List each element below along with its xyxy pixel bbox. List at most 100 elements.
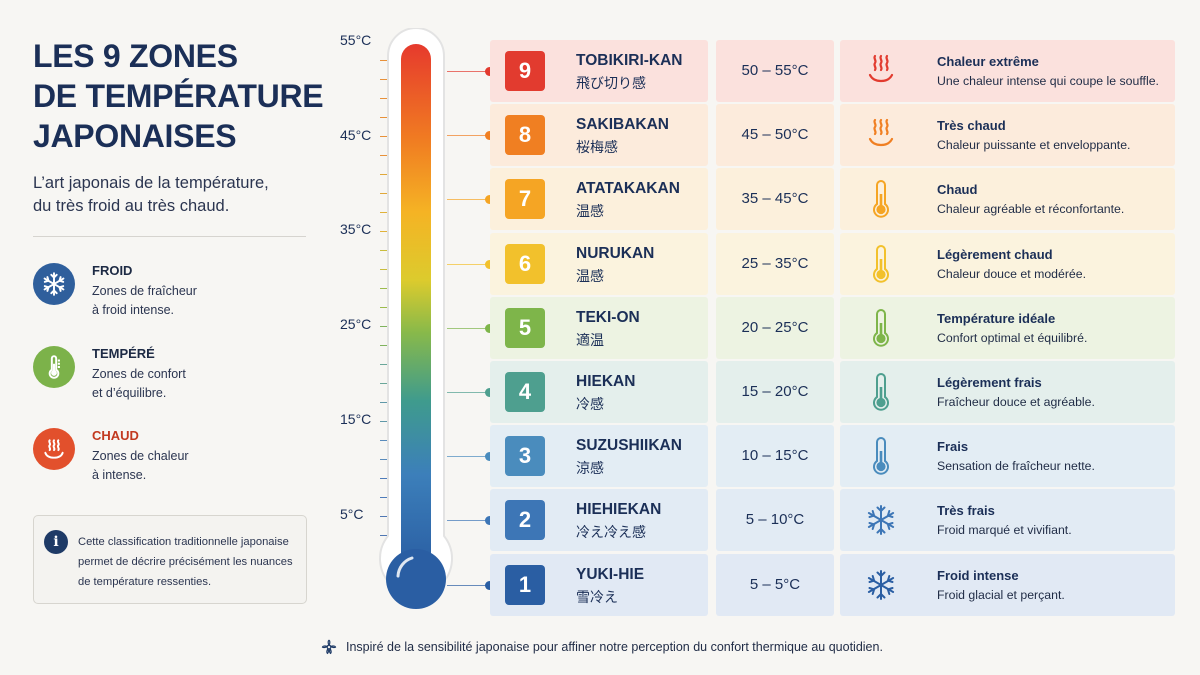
scale-label-25: 25°C	[340, 316, 372, 332]
zone-description: Chaleur puissante et enveloppante.	[937, 138, 1131, 152]
zone-name-cell: 7 ATATAKAKAN 温感	[490, 168, 708, 230]
thermometer	[379, 28, 453, 609]
zone-range: 15 – 20°C	[741, 383, 809, 400]
zone-range-cell: 20 – 25°C	[716, 297, 834, 359]
zone-description: Confort optimal et équilibré.	[937, 331, 1088, 345]
zone-number-badge: 5	[505, 308, 545, 348]
zone-name: SAKIBAKAN	[576, 116, 669, 133]
zone-name: ATATAKAKAN	[576, 180, 680, 197]
scale-tick	[380, 497, 387, 498]
connector-dot	[485, 131, 494, 140]
zone-name-cell: 1 YUKI-HIE 雪冷え	[490, 554, 708, 616]
zone-range-cell: 35 – 45°C	[716, 168, 834, 230]
connector-line	[447, 328, 489, 329]
zone-number-badge: 6	[505, 244, 545, 284]
zone-number-badge: 9	[505, 51, 545, 91]
zone-range: 20 – 25°C	[741, 319, 809, 336]
zone-range: 10 – 15°C	[741, 447, 809, 464]
zone-number-badge: 7	[505, 179, 545, 219]
thermometer-icon	[866, 437, 896, 475]
zone-range: 25 – 35°C	[741, 255, 809, 272]
footer: Inspiré de la sensibilité japonaise pour…	[320, 638, 883, 656]
connector-dot	[485, 581, 494, 590]
zone-japanese-name: 冷え冷え感	[576, 524, 646, 540]
zone-range-cell: 45 – 50°C	[716, 104, 834, 166]
zone-label: Chaud	[937, 182, 978, 197]
zone-number-badge: 1	[505, 565, 545, 605]
thermometer-icon	[866, 180, 896, 218]
zone-description: Chaleur douce et modérée.	[937, 267, 1087, 281]
zone-name: TOBIKIRI-KAN	[576, 52, 683, 69]
scale-tick	[380, 231, 387, 232]
zone-range: 45 – 50°C	[741, 126, 809, 143]
zone-description-cell: Très chaud Chaleur puissante et envelopp…	[840, 104, 1175, 166]
zone-name-cell: 3 SUZUSHIIKAN 涼感	[490, 425, 708, 487]
zone-label: Frais	[937, 439, 969, 454]
scale-tick	[380, 459, 387, 460]
zone-description-cell: Chaleur extrême Une chaleur intense qui …	[840, 40, 1175, 102]
zone-name: HIEKAN	[576, 373, 636, 390]
connector-dot	[485, 452, 494, 461]
scale-tick	[380, 60, 387, 61]
zone-japanese-name: 涼感	[576, 460, 604, 476]
zone-range-cell: 5 – 5°C	[716, 554, 834, 616]
zone-japanese-name: 冷感	[576, 396, 604, 412]
thermometer-icon	[866, 245, 896, 283]
zone-row-4: 4 HIEKAN 冷感 15 – 20°C Légèrement frais F…	[490, 361, 1175, 423]
zone-name-cell: 2 HIEHIEKAN 冷え冷え感	[490, 489, 708, 551]
zone-description: Froid marqué et vivifiant.	[937, 523, 1072, 537]
scale-tick	[380, 250, 387, 251]
zone-label: Très chaud	[937, 118, 1006, 133]
connector-line	[447, 135, 489, 136]
zone-name: TEKI-ON	[576, 309, 640, 326]
scale-tick	[380, 478, 387, 479]
connector-line	[447, 585, 489, 586]
snowflake-icon	[866, 566, 896, 604]
zone-description-cell: Légèrement frais Fraîcheur douce et agré…	[840, 361, 1175, 423]
connector-dot	[485, 195, 494, 204]
zone-japanese-name: 温感	[576, 203, 604, 219]
connector-line	[447, 392, 489, 393]
connector-dot	[485, 67, 494, 76]
connector-dot	[485, 516, 494, 525]
zone-row-9: 9 TOBIKIRI-KAN 飛び切り感 50 – 55°C Chaleur e…	[490, 40, 1175, 102]
zone-label: Froid intense	[937, 568, 1019, 583]
info-note: i Cette classification traditionnelle ja…	[33, 515, 307, 604]
zone-row-7: 7 ATATAKAKAN 温感 35 – 45°C Chaud Chaleur …	[490, 168, 1175, 230]
connector-line	[447, 520, 489, 521]
scale-tick	[380, 421, 387, 422]
scale-label-15: 15°C	[340, 411, 372, 427]
scale-tick	[380, 326, 387, 327]
page-title: LES 9 ZONES DE TEMPÉRATURE JAPONAISES	[33, 38, 324, 154]
connector-dot	[485, 388, 494, 397]
connector-line	[447, 71, 489, 72]
connector-line	[447, 264, 489, 265]
zone-name: NURUKAN	[576, 245, 655, 262]
zone-label: Très frais	[937, 503, 995, 518]
zone-description-cell: Très frais Froid marqué et vivifiant.	[840, 489, 1175, 551]
scale-tick	[380, 364, 387, 365]
zone-japanese-name: 温感	[576, 268, 604, 284]
scale-tick	[380, 516, 387, 517]
thermometer-icon	[866, 373, 896, 411]
connector-line	[447, 199, 489, 200]
connector-dot	[485, 260, 494, 269]
heat-waves-icon	[33, 428, 75, 470]
thermometer-icon	[33, 346, 75, 388]
scale-tick	[380, 383, 387, 384]
zone-description-cell: Frais Sensation de fraîcheur nette.	[840, 425, 1175, 487]
connector-line	[447, 456, 489, 457]
scale-tick	[380, 136, 387, 137]
zone-japanese-name: 適温	[576, 332, 604, 348]
zone-description: Froid glacial et perçant.	[937, 588, 1065, 602]
zone-name-cell: 9 TOBIKIRI-KAN 飛び切り感	[490, 40, 708, 102]
flower-icon	[321, 639, 337, 655]
zone-description: Sensation de fraîcheur nette.	[937, 459, 1095, 473]
snowflake-icon	[33, 263, 75, 305]
category-tempere: TEMPÉRÉ Zones de confort et d’équilibre.	[33, 346, 303, 406]
scale-tick	[380, 155, 387, 156]
zone-description-cell: Froid intense Froid glacial et perçant.	[840, 554, 1175, 616]
scale-tick	[380, 193, 387, 194]
scale-tick	[380, 212, 387, 213]
zone-name-cell: 4 HIEKAN 冷感	[490, 361, 708, 423]
